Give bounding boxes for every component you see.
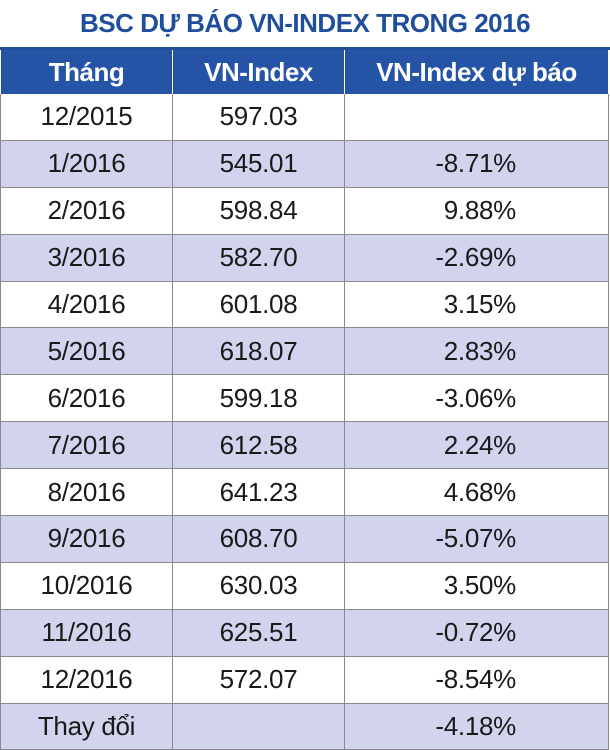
cell-forecast: -0.72% — [344, 609, 609, 657]
cell-vnindex: 608.70 — [172, 515, 345, 563]
table-row: 12/2015 597.03 — [0, 94, 609, 141]
cell-vnindex: 601.08 — [172, 281, 345, 329]
cell-month: 1/2016 — [0, 140, 173, 188]
header-row: Tháng VN-Index VN-Index dự báo — [0, 50, 609, 94]
cell-forecast: 3.50% — [344, 562, 609, 610]
cell-month: 9/2016 — [0, 515, 173, 563]
cell-forecast: 3.15% — [344, 281, 609, 329]
table-row: 7/2016 612.58 2.24% — [0, 421, 609, 470]
table-row: 3/2016 582.70 -2.69% — [0, 234, 609, 282]
table-row: 2/2016 598.84 9.88% — [0, 187, 609, 235]
table-row: 5/2016 618.07 2.83% — [0, 327, 609, 376]
table-row: 9/2016 608.70 -5.07% — [0, 515, 609, 563]
cell-forecast: -5.07% — [344, 515, 609, 563]
header-forecast: VN-Index dự báo — [344, 50, 609, 94]
cell-month: 8/2016 — [0, 468, 173, 517]
cell-vnindex: 641.23 — [172, 468, 345, 517]
cell-vnindex: 572.07 — [172, 656, 345, 704]
cell-month: 12/2015 — [0, 94, 173, 141]
cell-month: 4/2016 — [0, 281, 173, 329]
cell-month: 7/2016 — [0, 421, 173, 470]
cell-month: 5/2016 — [0, 327, 173, 376]
cell-vnindex: 625.51 — [172, 609, 345, 657]
table-row: 4/2016 601.08 3.15% — [0, 281, 609, 329]
cell-forecast: -4.18% — [344, 703, 609, 750]
cell-month: 2/2016 — [0, 187, 173, 235]
table-header: Tháng VN-Index VN-Index dự báo — [0, 50, 609, 94]
cell-vnindex: 618.07 — [172, 327, 345, 376]
cell-forecast — [344, 94, 609, 141]
cell-vnindex: 598.84 — [172, 187, 345, 235]
table-title: BSC DỰ BÁO VN-INDEX TRONG 2016 — [0, 0, 610, 50]
cell-forecast: 2.24% — [344, 421, 609, 470]
cell-vnindex: 630.03 — [172, 562, 345, 610]
table-row: 8/2016 641.23 4.68% — [0, 468, 609, 517]
header-month: Tháng — [0, 50, 173, 94]
table-row: 1/2016 545.01 -8.71% — [0, 140, 609, 188]
cell-vnindex: 582.70 — [172, 234, 345, 282]
cell-vnindex: 612.58 — [172, 421, 345, 470]
cell-month: 10/2016 — [0, 562, 173, 610]
cell-month: 6/2016 — [0, 374, 173, 423]
cell-forecast: 9.88% — [344, 187, 609, 235]
table-row: 11/2016 625.51 -0.72% — [0, 609, 609, 657]
cell-vnindex: 545.01 — [172, 140, 345, 188]
cell-vnindex: 599.18 — [172, 374, 345, 423]
header-vnindex: VN-Index — [172, 50, 345, 94]
table-row: 10/2016 630.03 3.50% — [0, 562, 609, 610]
cell-month: 3/2016 — [0, 234, 173, 282]
cell-forecast: -8.71% — [344, 140, 609, 188]
cell-month: 11/2016 — [0, 609, 173, 657]
cell-forecast: -8.54% — [344, 656, 609, 704]
cell-month: 12/2016 — [0, 656, 173, 704]
table-body: 12/2015 597.03 1/2016 545.01 -8.71% 2/2016 598… — [0, 94, 609, 750]
cell-forecast: -3.06% — [344, 374, 609, 423]
cell-forecast: -2.69% — [344, 234, 609, 282]
cell-forecast: 4.68% — [344, 468, 609, 517]
table-row: 12/2016 572.07 -8.54% — [0, 656, 609, 704]
cell-month: Thay đổi — [0, 703, 173, 750]
cell-forecast: 2.83% — [344, 327, 609, 376]
table-row: Thay đổi -4.18% — [0, 703, 609, 750]
cell-vnindex: 597.03 — [172, 94, 345, 141]
table-row: 6/2016 599.18 -3.06% — [0, 374, 609, 423]
vnindex-forecast-table: Tháng VN-Index VN-Index dự báo 12/2015 59… — [0, 50, 609, 750]
